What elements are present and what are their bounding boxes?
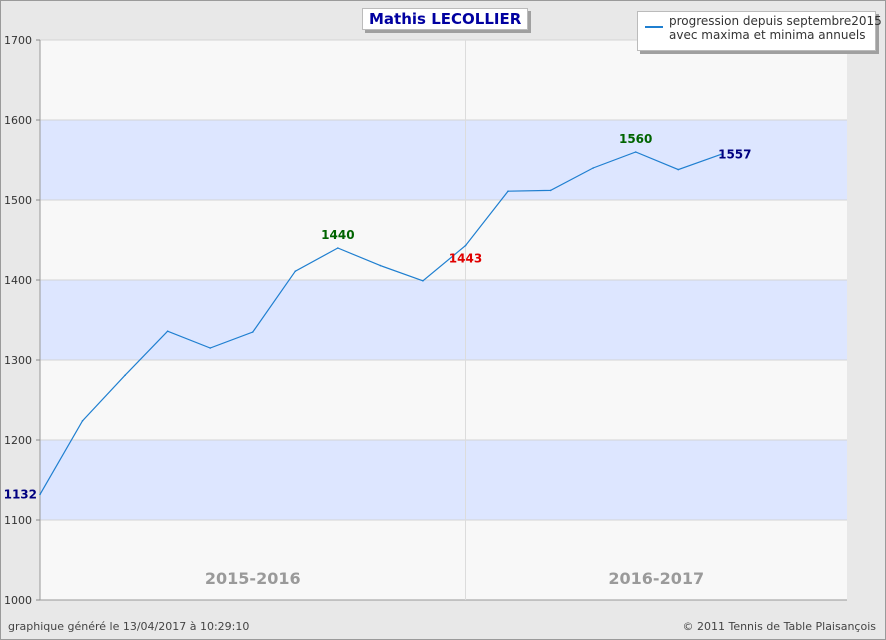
data-point [720,153,722,156]
y-tick-label: 1000 [4,594,32,607]
data-point [81,420,84,422]
legend: progression depuis septembre2015 avec ma… [637,11,882,51]
point-label: 1443 [449,252,482,266]
data-point [124,374,126,377]
y-tick-label: 1600 [4,114,32,127]
band-1500 [40,120,847,200]
data-point [549,189,552,192]
point-label: 1440 [321,228,354,242]
y-tick-label: 1700 [4,34,32,47]
legend-swatch [645,26,663,28]
data-point [507,190,509,192]
point-label: 1132 [4,487,37,501]
data-point [592,167,594,169]
data-point [634,151,637,153]
y-tick-label: 1300 [4,354,32,367]
legend-line-2: avec maxima et minima annuels [669,28,866,42]
data-point [294,270,297,273]
y-tick-label: 1400 [4,274,32,287]
data-point [677,168,680,171]
y-tick-label: 1100 [4,514,32,527]
data-point [39,493,41,496]
y-tick-label: 1500 [4,194,32,207]
band-1100 [40,440,847,520]
data-point [464,244,467,247]
season-label: 2015-2016 [205,569,301,588]
point-label: 1557 [718,147,751,161]
data-point [209,347,211,349]
data-point [379,264,382,267]
y-tick-label: 1200 [4,434,32,447]
season-label: 2016-2017 [608,569,704,588]
chart-title: Mathis LECOLLIER [362,8,529,30]
legend-line-1: progression depuis septembre2015 [669,14,882,28]
data-point [251,331,254,333]
data-point [166,330,169,333]
footer-copyright: © 2011 Tennis de Table Plaisançois [682,620,876,633]
legend-text: progression depuis septembre2015 avec ma… [669,14,882,42]
data-point [337,247,339,249]
footer-generated: graphique généré le 13/04/2017 à 10:29:1… [8,620,250,633]
band-1300 [40,280,847,360]
data-point [422,280,424,282]
point-label: 1560 [619,132,652,146]
